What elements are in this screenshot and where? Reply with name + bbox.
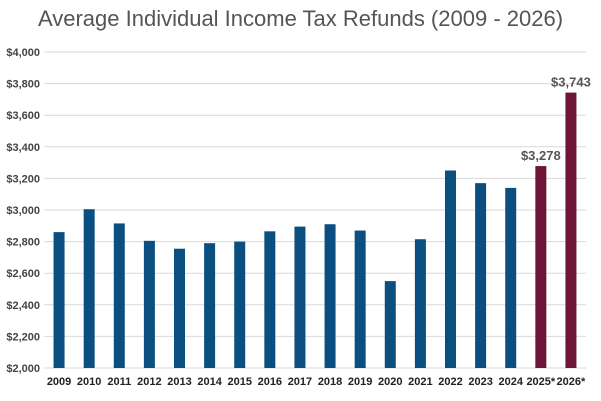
bar-2025-projected <box>535 166 547 368</box>
y-tick-label: $3,800 <box>6 79 40 91</box>
x-tick-label: 2019 <box>348 376 372 388</box>
bar-2015 <box>234 241 246 368</box>
x-tick-label: 2010 <box>77 376 101 388</box>
bar-2013 <box>174 248 185 368</box>
bar-2016 <box>264 231 276 368</box>
y-tick-label: $3,000 <box>6 205 40 217</box>
bar-2017 <box>294 226 306 368</box>
y-tick-label: $4,000 <box>6 47 40 59</box>
data-labels: $3,278 $3,743 <box>521 75 591 163</box>
y-tick-label: $2,600 <box>6 268 40 280</box>
x-tick-label: 2024 <box>498 376 523 388</box>
x-tick-label: 2026* <box>557 376 586 388</box>
data-label: $3,743 <box>551 75 591 90</box>
x-tick-label: 2014 <box>197 376 222 388</box>
bar-2009 <box>53 232 65 368</box>
bar-2019 <box>354 230 366 368</box>
bar-2014 <box>204 243 216 368</box>
y-tick-label: $2,800 <box>6 237 40 249</box>
x-tick-label: 2020 <box>378 376 402 388</box>
y-tick-label: $3,600 <box>6 110 40 122</box>
x-tick-label: 2018 <box>318 376 342 388</box>
x-tick-label: 2012 <box>137 376 161 388</box>
bar-2012 <box>143 240 155 368</box>
x-tick-label: 2021 <box>408 376 432 388</box>
bar-2026-projected <box>565 92 577 368</box>
x-tick-label: 2011 <box>107 376 131 388</box>
y-tick-label: $3,400 <box>6 142 40 154</box>
x-tick-label: 2009 <box>47 376 71 388</box>
chart-title: Average Individual Income Tax Refunds (2… <box>37 6 564 31</box>
bar-2021 <box>414 239 426 368</box>
x-tick-label: 2015 <box>227 376 251 388</box>
x-tick-label: 2017 <box>288 376 312 388</box>
data-label: $3,278 <box>521 148 561 163</box>
x-tick-label: 2016 <box>258 376 282 388</box>
y-tick-label: $3,200 <box>6 173 40 185</box>
gridlines <box>44 51 586 369</box>
x-tick-label: 2025* <box>526 376 555 388</box>
bar-2020 <box>384 281 396 368</box>
x-tick-label: 2022 <box>438 376 462 388</box>
y-tick-label: $2,200 <box>6 331 40 343</box>
x-tick-label: 2013 <box>167 376 191 388</box>
bar-2024 <box>505 187 517 368</box>
bar-2010 <box>83 209 95 368</box>
y-tick-label: $2,400 <box>6 300 40 312</box>
bar-2023 <box>475 183 487 368</box>
y-tick-label: $2,000 <box>6 363 40 375</box>
y-axis-tick-labels: $2,000 $2,200 $2,400 $2,600 $2,800 $3,000 $3,2… <box>6 47 40 375</box>
bar-2011 <box>113 223 125 368</box>
bar-2018 <box>324 224 336 368</box>
x-axis-tick-labels: 2009 2010 2011 2012 2013 2014 2015 2016 2017 2018… <box>47 376 586 388</box>
bar-2022 <box>445 170 456 368</box>
x-tick-label: 2023 <box>468 376 492 388</box>
bars <box>53 92 577 368</box>
